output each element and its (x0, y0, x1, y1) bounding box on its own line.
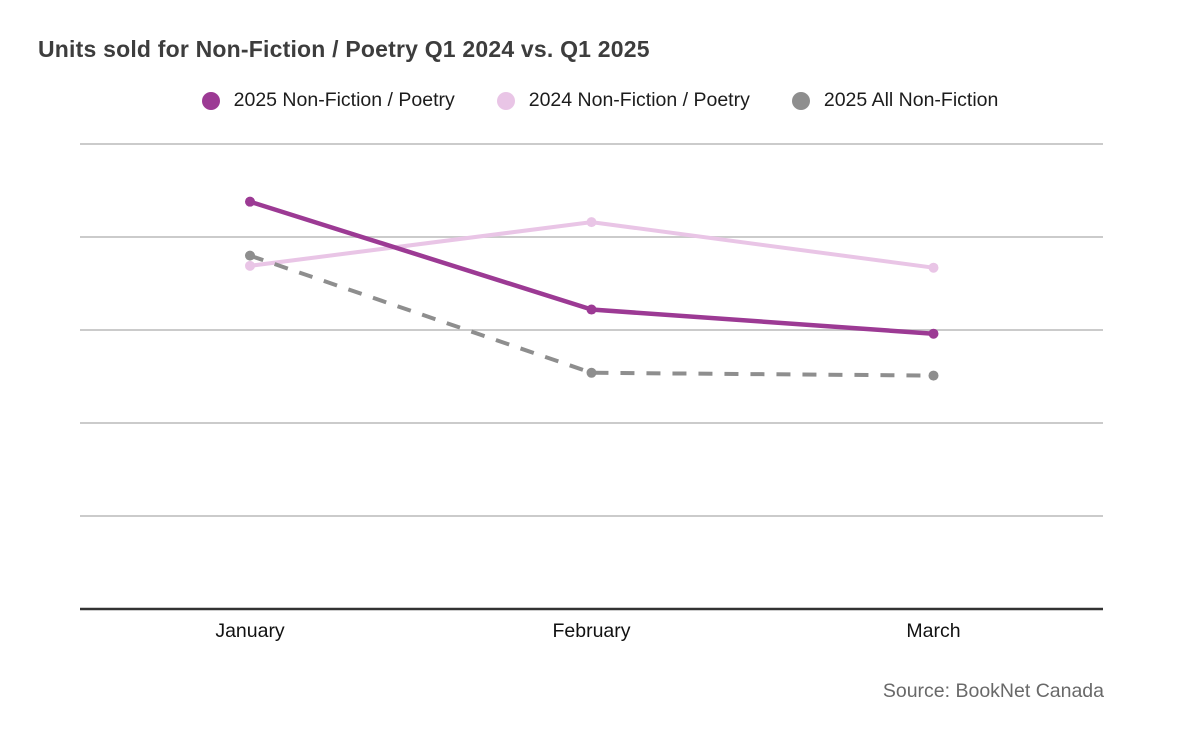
source-credit: Source: BookNet Canada (882, 680, 1104, 702)
legend: 2025 Non-Fiction / Poetry 2024 Non-Ficti… (0, 89, 1200, 112)
legend-label-2025-nonfiction-poetry: 2025 Non-Fiction / Poetry (233, 89, 455, 111)
legend-dot-pink-icon (496, 91, 515, 110)
legend-dot-purple-icon (201, 91, 220, 110)
legend-label-2024-nonfiction-poetry: 2024 Non-Fiction / Poetry (528, 89, 750, 111)
legend-item-2024-nonfiction-poetry: 2024 Non-Fiction / Poetry (496, 89, 750, 112)
legend-item-2025-all-nonfiction: 2025 All Non-Fiction (791, 89, 999, 112)
chart-title: Units sold for Non-Fiction / Poetry Q1 2… (38, 36, 650, 62)
x-axis-label-february: February (552, 620, 631, 642)
x-axis-label-march: March (906, 620, 961, 642)
legend-dot-gray-icon (791, 91, 810, 110)
legend-label-2025-all-nonfiction: 2025 All Non-Fiction (823, 89, 999, 111)
legend-item-2025-nonfiction-poetry: 2025 Non-Fiction / Poetry (201, 89, 455, 112)
x-axis-label-january: January (215, 620, 285, 642)
